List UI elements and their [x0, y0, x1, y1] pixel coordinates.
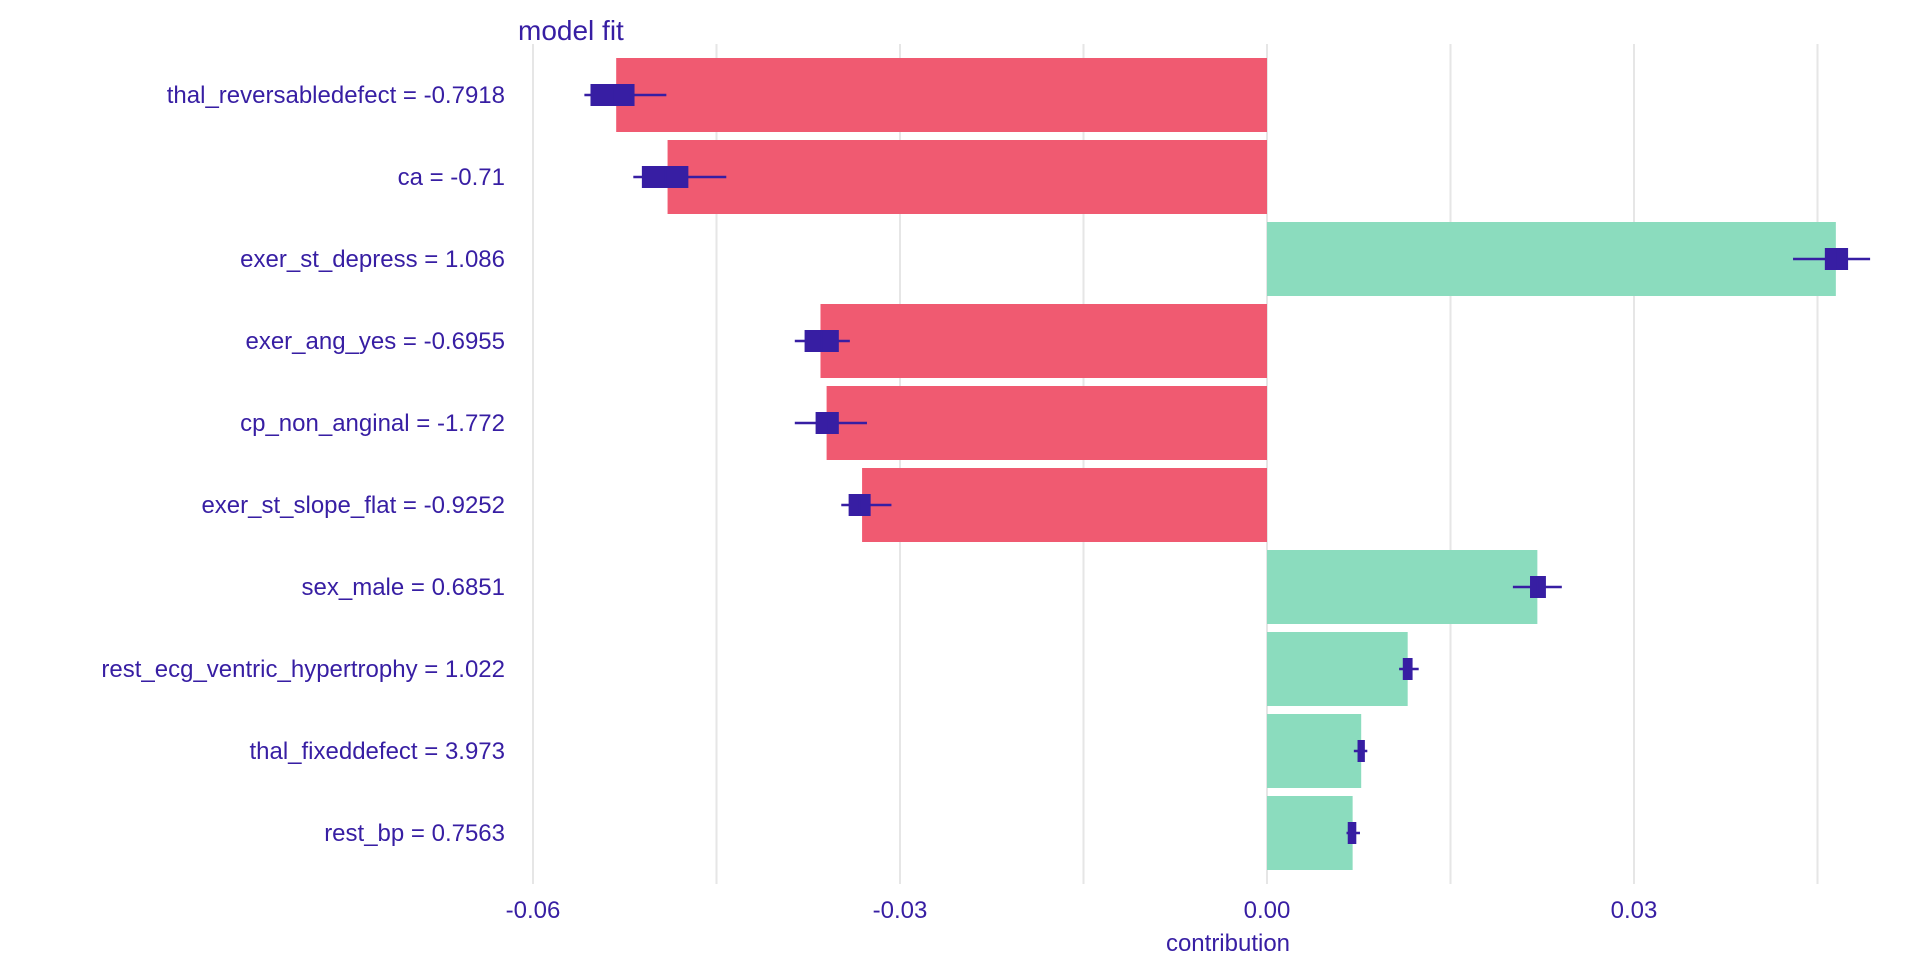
y-tick-label: sex_male = 0.6851	[302, 574, 505, 601]
bar-9	[1267, 714, 1362, 788]
bar-6	[862, 468, 1267, 542]
chart-title: model fit	[518, 15, 624, 46]
x-axis-ticks: -0.06 -0.03 0.00 0.03	[506, 897, 1658, 924]
boxplot-10	[1346, 822, 1360, 844]
bar-5	[826, 386, 1267, 460]
y-tick-label: thal_fixeddefect = 3.973	[249, 738, 505, 765]
bars	[616, 58, 1836, 870]
y-tick-label: rest_ecg_ventric_hypertrophy = 1.022	[101, 656, 505, 683]
y-tick-label: thal_reversabledefect = -0.7918	[167, 82, 505, 109]
boxplot-2	[633, 166, 727, 188]
x-tick-label: 0.00	[1244, 897, 1291, 924]
x-tick-label: 0.03	[1611, 897, 1658, 924]
y-tick-label: exer_ang_yes = -0.6955	[245, 328, 505, 355]
y-tick-label: exer_st_depress = 1.086	[240, 246, 505, 273]
bar-1	[616, 58, 1267, 132]
x-axis-title: contribution	[1166, 930, 1290, 957]
y-axis-labels: thal_reversabledefect = -0.7918 ca = -0.7…	[101, 82, 505, 847]
boxplots	[584, 84, 1871, 844]
boxplot-1	[584, 84, 667, 106]
bar-7	[1267, 550, 1538, 624]
x-tick-label: -0.06	[506, 897, 561, 924]
bar-3	[1267, 222, 1836, 296]
boxplot-8	[1399, 658, 1419, 680]
bar-10	[1267, 796, 1353, 870]
bar-8	[1267, 632, 1408, 706]
boxplot-6	[841, 494, 892, 516]
bar-4	[820, 304, 1267, 378]
boxplot-3	[1793, 248, 1871, 270]
boxplot-4	[794, 330, 850, 352]
boxplot-5	[794, 412, 867, 434]
bar-2	[667, 140, 1267, 214]
y-tick-label: cp_non_anginal = -1.772	[240, 410, 505, 437]
boxplot-9	[1353, 740, 1368, 762]
x-tick-label: -0.03	[873, 897, 928, 924]
boxplot-7	[1512, 576, 1562, 598]
y-tick-label: ca = -0.71	[398, 164, 505, 191]
y-tick-label: exer_st_slope_flat = -0.9252	[201, 492, 505, 519]
y-tick-label: rest_bp = 0.7563	[324, 820, 505, 847]
